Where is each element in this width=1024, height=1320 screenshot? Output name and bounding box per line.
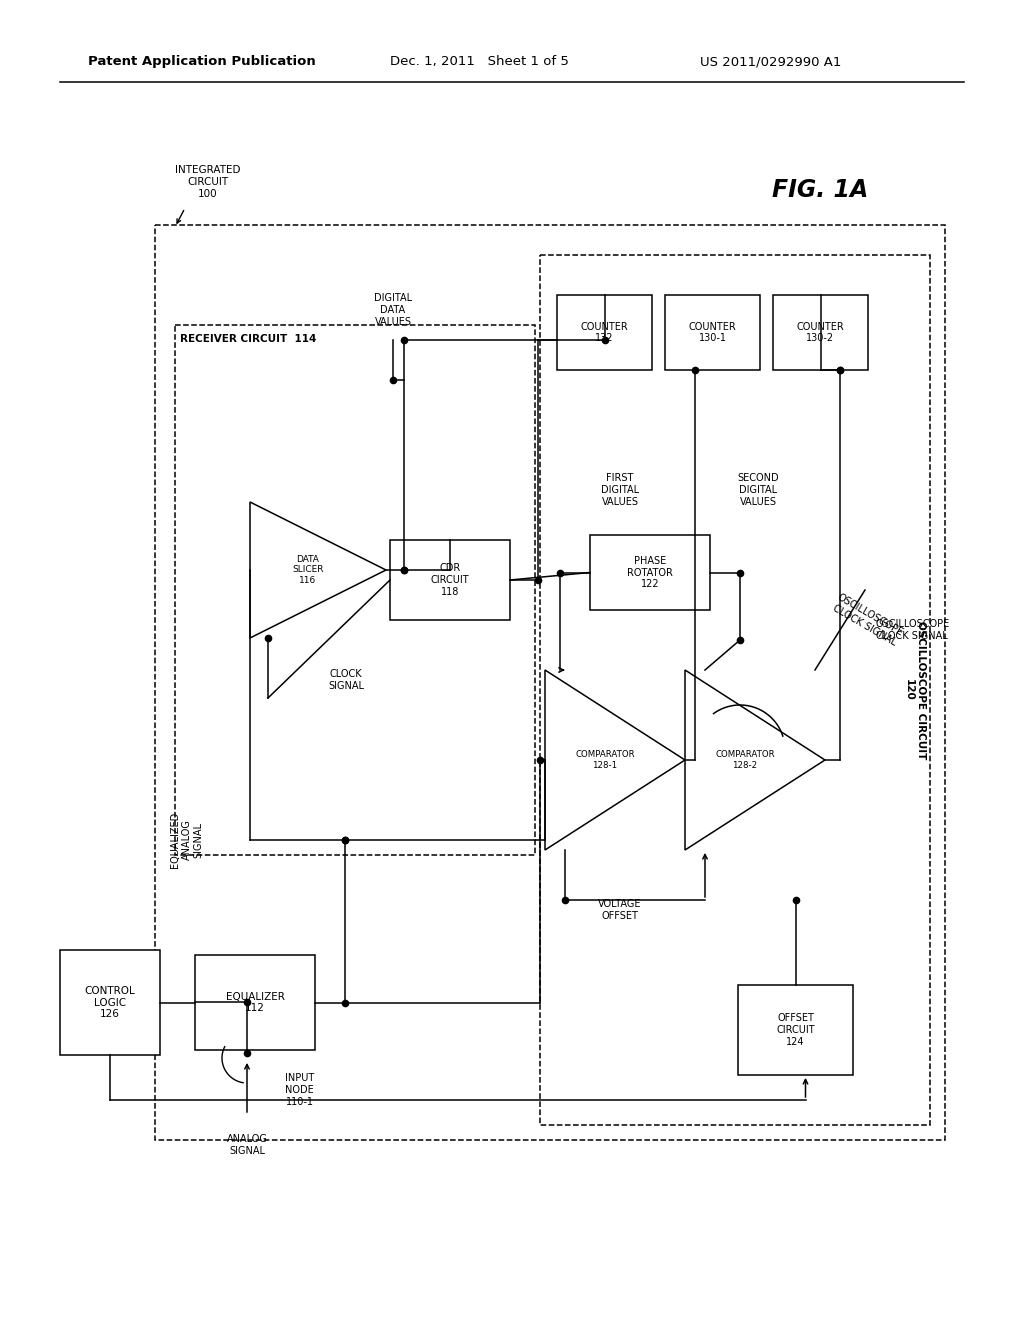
Polygon shape: [685, 671, 825, 850]
Text: ANALOG
SIGNAL: ANALOG SIGNAL: [226, 1134, 267, 1156]
Text: CLOCK
SIGNAL: CLOCK SIGNAL: [328, 669, 364, 690]
Text: FIG. 1A: FIG. 1A: [772, 178, 868, 202]
Bar: [773, 294, 868, 370]
Text: CONTROL
LOGIC
126: CONTROL LOGIC 126: [85, 986, 135, 1019]
Text: INPUT
NODE
110-1: INPUT NODE 110-1: [285, 1073, 314, 1106]
Bar: [540, 255, 930, 1125]
Text: OFFSET
CIRCUIT
124: OFFSET CIRCUIT 124: [776, 1014, 815, 1047]
Text: Dec. 1, 2011   Sheet 1 of 5: Dec. 1, 2011 Sheet 1 of 5: [390, 55, 569, 69]
Polygon shape: [545, 671, 685, 850]
Text: DIGITAL
DATA
VALUES: DIGITAL DATA VALUES: [374, 293, 412, 326]
Text: COUNTER
130-1: COUNTER 130-1: [688, 322, 736, 343]
Text: COMPARATOR
128-2: COMPARATOR 128-2: [715, 750, 775, 770]
Bar: [390, 540, 510, 620]
Text: Patent Application Publication: Patent Application Publication: [88, 55, 315, 69]
Bar: [60, 950, 160, 1055]
Text: FIRST
DIGITAL
VALUES: FIRST DIGITAL VALUES: [601, 474, 639, 507]
Text: VOLTAGE
OFFSET: VOLTAGE OFFSET: [598, 899, 642, 921]
Bar: [738, 985, 853, 1074]
Text: OSCILLOSCOPE CIRCUIT
120: OSCILLOSCOPE CIRCUIT 120: [904, 620, 926, 759]
Polygon shape: [250, 502, 386, 638]
Text: OSCILLOSCOPE
CLOCK SIGNAL: OSCILLOSCOPE CLOCK SIGNAL: [874, 619, 949, 640]
Text: PHASE
ROTATOR
122: PHASE ROTATOR 122: [627, 556, 673, 589]
Text: SECOND
DIGITAL
VALUES: SECOND DIGITAL VALUES: [737, 474, 779, 507]
Text: INTEGRATED
CIRCUIT
100: INTEGRATED CIRCUIT 100: [175, 165, 241, 198]
Text: COUNTER
130-2: COUNTER 130-2: [797, 322, 845, 343]
Text: OSCILLOSCOPE
CLOCK SIGNAL: OSCILLOSCOPE CLOCK SIGNAL: [830, 593, 905, 648]
Text: EQUALIZER
112: EQUALIZER 112: [225, 991, 285, 1014]
Bar: [557, 294, 652, 370]
Text: EQUALIZED
ANALOG
SIGNAL: EQUALIZED ANALOG SIGNAL: [170, 812, 204, 869]
Text: COUNTER
132: COUNTER 132: [581, 322, 629, 343]
Text: CDR
CIRCUIT
118: CDR CIRCUIT 118: [431, 564, 469, 597]
Text: COMPARATOR
128-1: COMPARATOR 128-1: [575, 750, 635, 770]
Bar: [195, 954, 315, 1049]
Bar: [155, 224, 945, 1140]
Bar: [175, 325, 535, 855]
Bar: [665, 294, 760, 370]
Text: US 2011/0292990 A1: US 2011/0292990 A1: [700, 55, 842, 69]
Text: RECEIVER CIRCUIT  114: RECEIVER CIRCUIT 114: [180, 334, 316, 345]
Text: DATA
SLICER
116: DATA SLICER 116: [292, 556, 324, 585]
Bar: [590, 535, 710, 610]
